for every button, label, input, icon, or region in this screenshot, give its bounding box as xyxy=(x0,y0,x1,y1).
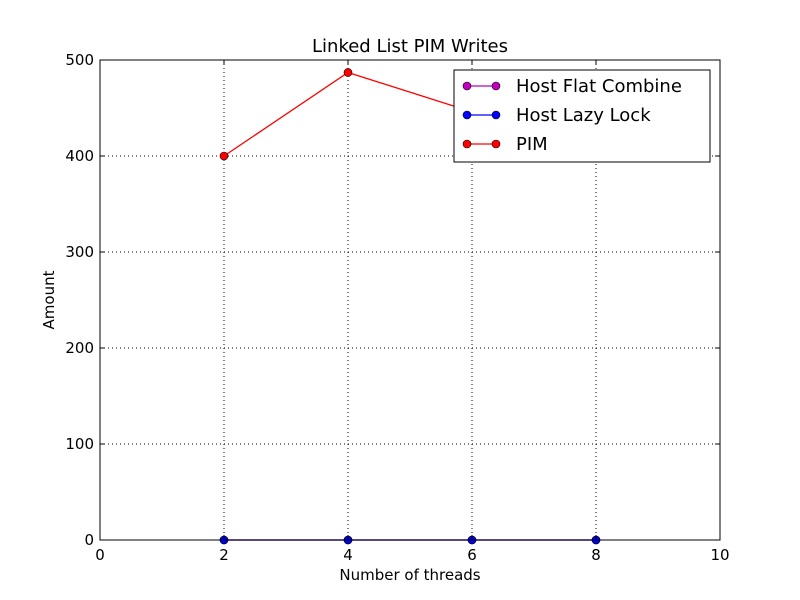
y-tick-label: 100 xyxy=(65,435,94,453)
legend-marker-host-flat-combine xyxy=(491,81,501,91)
x-tick-label: 4 xyxy=(343,546,353,564)
y-axis-title: Amount xyxy=(40,270,58,329)
x-tick-label: 2 xyxy=(219,546,229,564)
y-tick-label: 200 xyxy=(65,339,94,357)
legend-marker-host-lazy-lock xyxy=(491,110,501,120)
x-tick-label: 0 xyxy=(95,546,105,564)
legend-marker-host-lazy-lock xyxy=(462,110,472,120)
y-tick-label: 400 xyxy=(65,147,94,165)
y-tick-label: 0 xyxy=(84,531,94,549)
legend: Host Flat Combine Host Lazy Lock PIM xyxy=(453,69,711,163)
legend-label-host-lazy-lock: Host Lazy Lock xyxy=(516,105,651,126)
legend-marker-pim xyxy=(491,139,501,149)
y-tick-label: 500 xyxy=(65,51,94,69)
chart-title: Linked List PIM Writes xyxy=(312,36,508,57)
x-axis-title: Number of threads xyxy=(339,566,480,584)
y-tick-label: 300 xyxy=(65,243,94,261)
x-tick-label: 10 xyxy=(710,546,729,564)
plot-frame xyxy=(99,59,721,541)
legend-marker-host-flat-combine xyxy=(462,81,472,91)
legend-label-pim: PIM xyxy=(516,134,548,155)
data-point-pim xyxy=(219,151,229,161)
data-point-pim xyxy=(343,68,353,77)
legend-marker-pim xyxy=(462,139,472,149)
legend-label-host-flat-combine: Host Flat Combine xyxy=(516,76,682,97)
x-tick-label: 6 xyxy=(467,546,477,564)
x-tick-label: 8 xyxy=(591,546,601,564)
